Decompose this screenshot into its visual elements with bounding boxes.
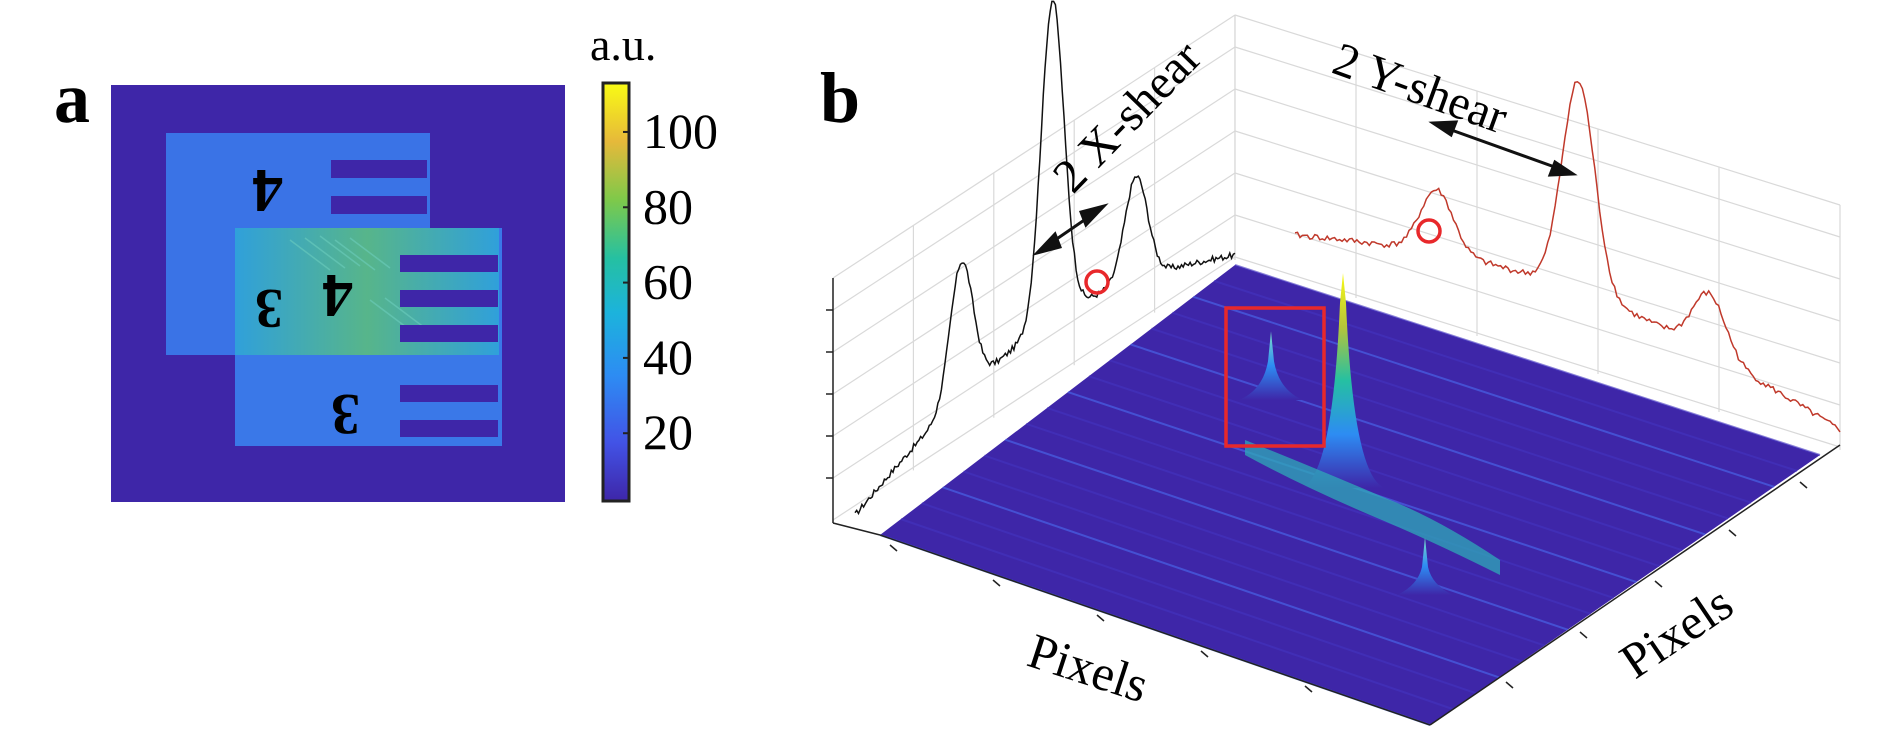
- colorbar-tick-label: 80: [643, 178, 693, 234]
- gridline: [832, 214, 1236, 479]
- colorbar: a.u. 100 80 60 40 20: [590, 19, 718, 503]
- shear-arrows: [1032, 120, 1578, 256]
- sample-bars-copy-1: [331, 160, 427, 214]
- gridline: [1234, 214, 1841, 406]
- sample-glyph-3-b: 3: [331, 382, 360, 447]
- surface-ridge: [1151, 327, 1729, 520]
- colorbar-unit-label: a.u.: [590, 19, 656, 70]
- x-axis-label: Pixels: [1022, 622, 1156, 713]
- surface-ridge: [1213, 279, 1798, 472]
- surface-ridge: [1109, 359, 1683, 552]
- sample-glyph-3-a: 3: [255, 277, 283, 339]
- y-shear-arrow: [1442, 125, 1564, 172]
- panel-b-label: b: [820, 58, 860, 138]
- colorbar-ticks: 100 80 60 40 20: [623, 103, 718, 460]
- gridline: [832, 130, 1236, 395]
- panel-b-surface-plot: 2 X-shear 2 Y-shear Pixels Pixels: [826, 0, 1841, 726]
- y-shear-arrowhead-left: [1428, 120, 1459, 138]
- surface-ridge: [1192, 295, 1775, 488]
- highlight-circle-x: [1084, 269, 1110, 295]
- surface-ridge: [984, 454, 1546, 647]
- sample-bars-copy-2: [400, 255, 498, 342]
- x-shear-arrowhead-left: [1032, 231, 1063, 256]
- surface-ridge: [1172, 311, 1752, 504]
- sample-bars-copy-3: [400, 385, 498, 437]
- colorbar-gradient: [601, 81, 631, 503]
- gridline: [832, 256, 1236, 521]
- panel-a-label: a: [54, 58, 90, 138]
- gridline: [832, 88, 1236, 353]
- gridline: [832, 172, 1236, 437]
- surface-peak-y-shear: [1397, 536, 1453, 595]
- panel-a-heatmap: 4 4 3 3: [111, 85, 565, 502]
- gridline: [832, 14, 1236, 279]
- gridline: [832, 46, 1236, 311]
- x-shear-arrowhead-right: [1078, 203, 1109, 228]
- colorbar-tick-label: 40: [643, 329, 693, 385]
- surface-ridge: [963, 470, 1523, 663]
- surface-ridge: [1234, 264, 1821, 456]
- surface-peak-x-shear: [1239, 331, 1303, 400]
- surface-ridge-band: [1245, 440, 1500, 575]
- highlight-box: [1224, 306, 1326, 448]
- annotation-y-shear: 2 Y-shear: [1326, 33, 1514, 145]
- sample-glyph-4-a: 4: [252, 156, 283, 224]
- surface-ridge: [1004, 438, 1568, 631]
- surface-axes: [879, 444, 1841, 726]
- x-projection-line: [854, 0, 1236, 516]
- y-shear-arrowhead-right: [1547, 159, 1578, 177]
- gridline: [1234, 14, 1841, 206]
- overlap-texture: [289, 235, 426, 331]
- gridline: [1234, 88, 1841, 280]
- gridline: [1234, 46, 1841, 238]
- surface-ridge: [942, 486, 1500, 679]
- colorbar-tick-label: 100: [643, 103, 718, 159]
- y-projection-line: [1294, 80, 1841, 433]
- highlight-circle-y: [1416, 218, 1442, 244]
- colorbar-tick-label: 60: [643, 254, 693, 310]
- surface-ridge: [1025, 422, 1591, 615]
- sample-glyph-4-b: 4: [322, 261, 353, 329]
- surface-ridge: [1046, 406, 1614, 599]
- x-projection-axes: [826, 278, 881, 536]
- colorbar-tick-label: 20: [643, 404, 693, 460]
- annotation-x-shear: 2 X-shear: [1043, 31, 1212, 203]
- surface-ridge: [1088, 375, 1660, 568]
- surface-ridge: [921, 502, 1477, 695]
- gridline: [1234, 130, 1841, 322]
- surface-ridge: [900, 518, 1454, 711]
- y-axis-label: Pixels: [1610, 574, 1743, 689]
- gridline: [1234, 256, 1841, 448]
- surface-peak-central: [1301, 273, 1385, 488]
